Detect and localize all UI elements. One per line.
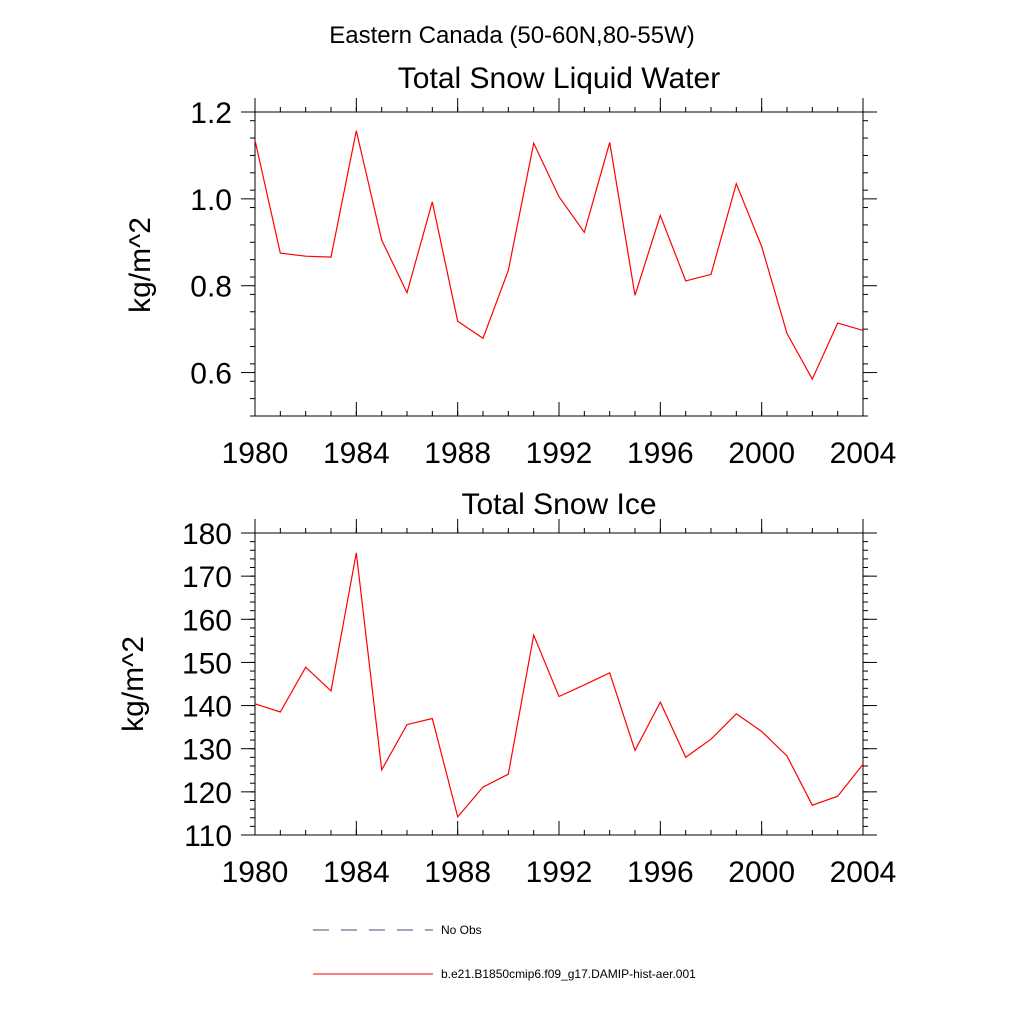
y-tick-label: 130 bbox=[182, 734, 232, 767]
y-tick-label: 110 bbox=[184, 820, 232, 853]
y-tick-label: 140 bbox=[182, 691, 232, 724]
ticks bbox=[241, 519, 877, 836]
y-tick-label: 0.8 bbox=[190, 271, 232, 304]
y-tick-label: 150 bbox=[182, 647, 232, 680]
y-axis-label: kg/m^2 bbox=[124, 217, 157, 313]
panel-title: Total Snow Ice bbox=[461, 488, 656, 521]
y-tick-label: 1.0 bbox=[190, 184, 232, 217]
y-tick-label: 180 bbox=[182, 518, 232, 551]
x-tick-label: 1988 bbox=[424, 856, 491, 889]
series-line bbox=[254, 552, 864, 819]
x-tick-label: 1984 bbox=[323, 437, 390, 470]
y-tick-label: 120 bbox=[182, 777, 232, 810]
y-tick-labels: 0.6 0.8 1.0 1.2 bbox=[190, 97, 232, 391]
x-tick-label: 1996 bbox=[627, 856, 694, 889]
x-tick-label: 1992 bbox=[526, 856, 593, 889]
x-tick-label: 2004 bbox=[830, 856, 897, 889]
y-axis-label: kg/m^2 bbox=[117, 636, 150, 732]
legend-label-no-obs: No Obs bbox=[441, 923, 482, 937]
y-tick-labels: 110 120 130 140 150 160 170 180 bbox=[182, 518, 232, 853]
series-lines bbox=[254, 552, 864, 819]
x-tick-label: 1984 bbox=[323, 856, 390, 889]
x-tick-label: 2000 bbox=[728, 437, 795, 470]
y-tick-label: 0.6 bbox=[190, 358, 232, 391]
series-lines bbox=[254, 130, 864, 381]
series-line bbox=[254, 130, 864, 381]
x-tick-label: 1980 bbox=[222, 437, 289, 470]
plot-frame bbox=[254, 111, 864, 417]
panel-snow-liquid-water: Total Snow Liquid Water kg/m^2 0.6 0.8 1.0… bbox=[124, 62, 896, 470]
x-tick-label: 2000 bbox=[728, 856, 795, 889]
x-tick-label: 1996 bbox=[627, 437, 694, 470]
ticks bbox=[241, 98, 877, 417]
y-tick-label: 1.2 bbox=[190, 97, 232, 130]
plot-frame bbox=[254, 532, 864, 836]
figure-title: Eastern Canada (50-60N,80-55W) bbox=[329, 22, 695, 49]
panel-snow-ice: Total Snow Ice kg/m^2 110 120 130 140 150 160… bbox=[117, 488, 896, 889]
x-tick-label: 1980 bbox=[222, 856, 289, 889]
y-tick-label: 170 bbox=[182, 561, 232, 594]
legend: No Obs b.e21.B1850cmip6.f09_g17.DAMIP-hi… bbox=[313, 923, 696, 981]
panel-title: Total Snow Liquid Water bbox=[398, 62, 720, 95]
y-tick-label: 160 bbox=[182, 604, 232, 637]
legend-label-model: b.e21.B1850cmip6.f09_g17.DAMIP-hist-aer.… bbox=[441, 967, 696, 981]
x-tick-label: 1992 bbox=[526, 437, 593, 470]
x-tick-labels: 1980 1984 1988 1992 1996 2000 2004 bbox=[222, 437, 897, 470]
x-tick-label: 1988 bbox=[424, 437, 491, 470]
x-tick-labels: 1980 1984 1988 1992 1996 2000 2004 bbox=[222, 856, 897, 889]
x-tick-label: 2004 bbox=[830, 437, 897, 470]
